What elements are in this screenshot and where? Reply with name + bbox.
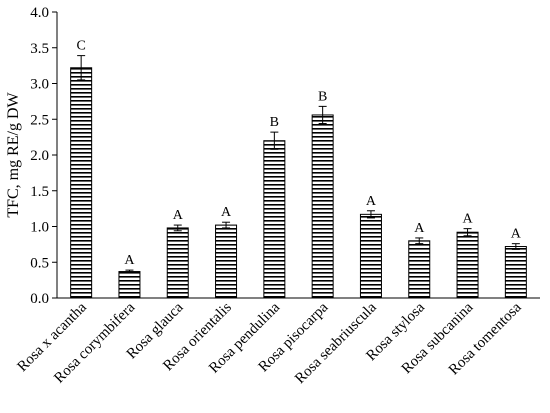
bar (456, 231, 479, 299)
group-letter-label: A (414, 221, 425, 236)
bar (166, 227, 189, 299)
group-letter-label: A (124, 253, 135, 268)
bar (408, 240, 431, 299)
group-letter-label: A (173, 208, 184, 223)
bar (504, 246, 527, 299)
y-tick-label: 1.0 (30, 220, 49, 236)
bar (263, 140, 286, 299)
bar (70, 67, 93, 299)
y-tick-label: 0.0 (30, 291, 49, 307)
group-letter-label: B (318, 89, 327, 104)
group-letter-label: A (366, 194, 377, 209)
y-tick-label: 4.0 (30, 5, 49, 21)
bar (311, 114, 334, 299)
y-tick-label: 3.5 (30, 41, 49, 57)
y-tick-label: 3.0 (30, 77, 49, 93)
bar (118, 271, 141, 299)
bar (359, 213, 382, 299)
y-tick-label: 1.5 (30, 184, 49, 200)
y-axis-title: TFC, mg RE/g DW (5, 91, 22, 217)
group-letter-label: C (76, 39, 85, 54)
x-category-label: Rosa seabriuscula (292, 299, 380, 387)
y-tick-label: 0.5 (30, 255, 49, 271)
x-category-label: Rosa corymbifera (51, 299, 138, 386)
group-letter-label: A (462, 212, 473, 227)
group-letter-label: B (270, 115, 279, 130)
group-letter-label: A (221, 205, 232, 220)
group-letter-label: A (511, 227, 522, 242)
y-tick-label: 2.5 (30, 112, 49, 128)
bar (215, 224, 238, 299)
y-tick-label: 2.0 (30, 148, 49, 164)
